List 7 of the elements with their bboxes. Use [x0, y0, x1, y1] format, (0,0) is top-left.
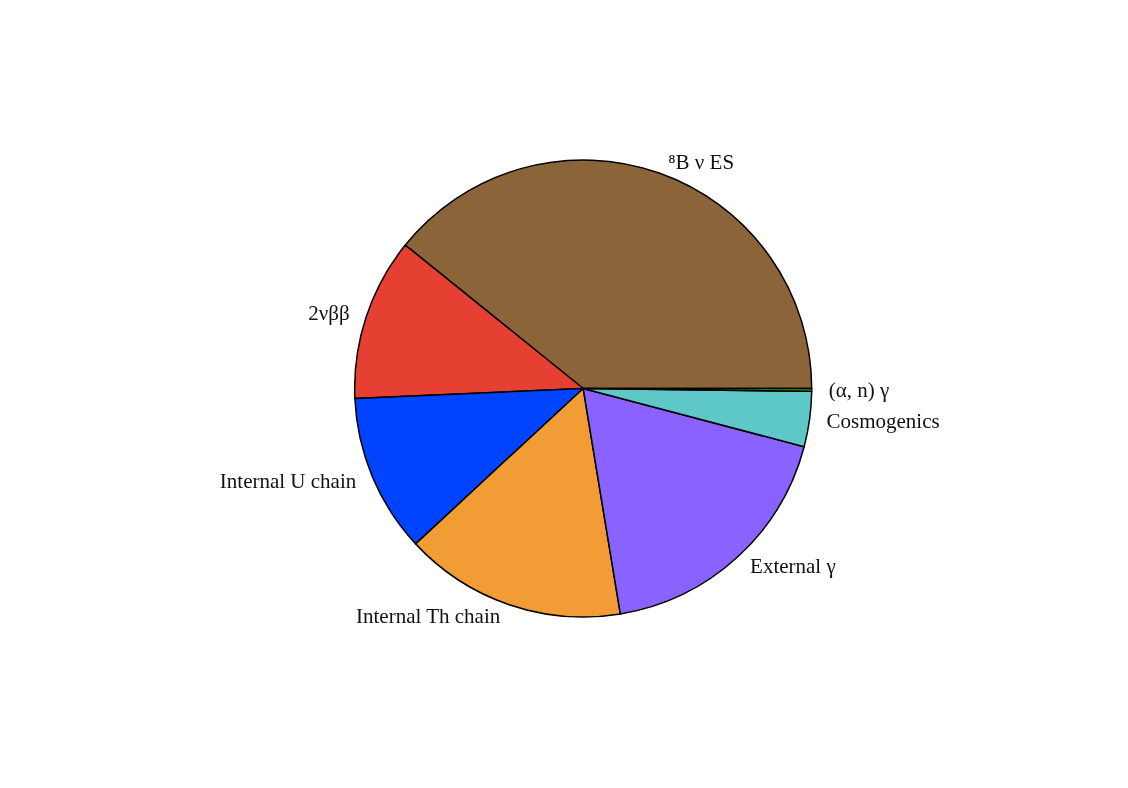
- slice-label: 2νββ: [308, 301, 350, 326]
- slice-label: External γ: [750, 554, 836, 579]
- slice-label: ⁸B ν ES: [668, 149, 735, 174]
- slice-label: (α, n) γ: [828, 378, 890, 402]
- slice-label: Cosmogenics: [826, 408, 940, 433]
- slice-label: Internal Th chain: [356, 604, 501, 629]
- slice-label: Internal U chain: [219, 469, 357, 494]
